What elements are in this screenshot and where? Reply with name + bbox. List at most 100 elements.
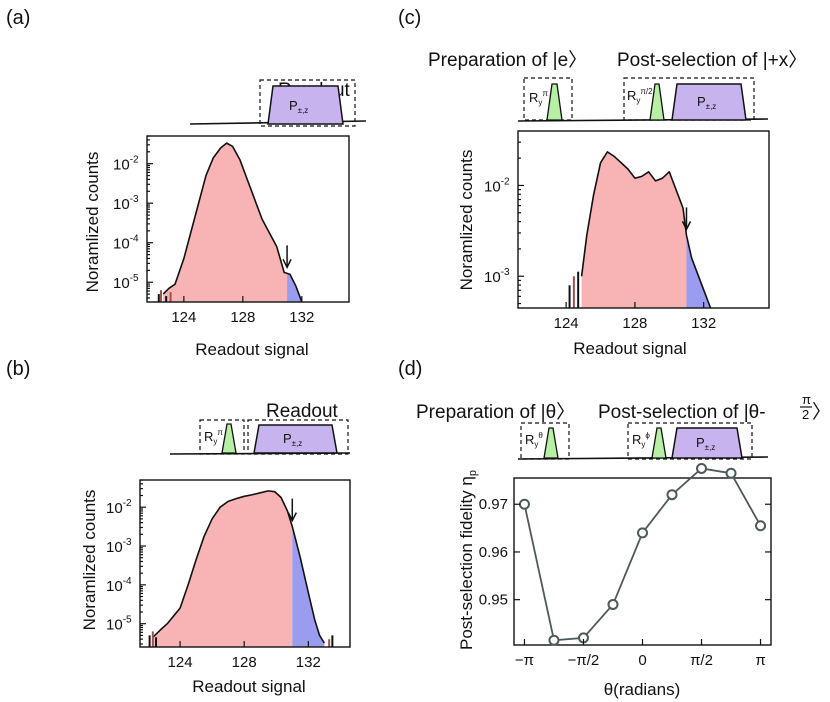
postselection-fraction-numerator: π — [802, 392, 811, 407]
pulse-sequence-a: Readout P±,z — [189, 79, 367, 127]
y-tick-label-c: 10-2 — [484, 176, 510, 195]
ry-pi-pulse-b — [221, 423, 237, 454]
y-axis-label-c: Noramlized counts — [457, 150, 476, 291]
fidelity-data-point — [696, 462, 708, 474]
x-tick-label-d: 0 — [638, 652, 646, 669]
ry-pi2-pulse-c — [649, 83, 665, 121]
histogram-envelope-a — [162, 142, 303, 302]
ry-theta-label-d: Ryθ — [525, 431, 543, 449]
title-preparation-c: Preparation of |e〉 — [428, 49, 587, 71]
ry-phi-label-d: Ryϕ — [632, 431, 650, 449]
x-tick-label-b: 132 — [296, 654, 321, 671]
readout-dashbox-a — [259, 79, 356, 127]
ry-pi-label-c: Ryπ — [529, 89, 548, 107]
plot-area-b — [148, 490, 334, 647]
x-axis-label-a: Readout signal — [195, 340, 308, 359]
fidelity-data-point — [637, 527, 648, 539]
x-axis-label-d: θ(radians) — [604, 680, 681, 699]
y-tick-label-d: 0.95 — [479, 592, 508, 609]
histogram-fill-below-threshold-c — [581, 151, 687, 308]
y-axis-label-d: Post-selection fidelity ηp — [457, 470, 479, 650]
title-postselection-d: Post-selection of |θ- — [598, 402, 766, 423]
fidelity-series-line — [523, 467, 762, 642]
fidelity-data-point — [548, 634, 560, 646]
x-tick-label-c: 132 — [691, 315, 716, 332]
postselection-dashbox-c — [623, 77, 755, 121]
y-axis-label-b: Noramlized counts — [80, 490, 99, 631]
panel-label-a: (a) — [6, 7, 30, 29]
ry-theta-dashbox-d — [520, 422, 570, 460]
panel-label-d: (d) — [398, 358, 422, 380]
x-tick-label-d: −π/2 — [568, 652, 600, 669]
readout-pulse-a — [267, 85, 344, 125]
ry-phi-pulse-d — [651, 427, 667, 459]
y-tick-label-b: 10-2 — [106, 498, 132, 517]
x-tick-label-d: π — [755, 652, 765, 669]
y-axis-label-a: Noramlized counts — [83, 152, 102, 293]
x-tick-label-c: 128 — [622, 315, 647, 332]
fidelity-data-point — [725, 467, 737, 479]
histogram-chart-a: 124 128 132 10-2 10-3 10-4 10-5 Readout signal N… — [83, 135, 350, 359]
readout-pulse-c — [671, 83, 747, 121]
y-tick-label-a: 10-3 — [113, 194, 139, 213]
y-tick-label-a: 10-4 — [113, 234, 139, 253]
ry-pi-dashbox-b — [199, 419, 245, 455]
x-tick-label-d: −π — [515, 652, 534, 669]
panel-label-c: (c) — [398, 7, 421, 29]
x-tick-label-b: 128 — [232, 654, 257, 671]
histogram-envelope-c — [580, 151, 712, 308]
readout-dashbox-b — [247, 419, 349, 455]
y-tick-label-d: 0.97 — [479, 496, 508, 513]
x-tick-label-c: 124 — [554, 315, 579, 332]
title-postselection-c: Post-selection of |+x〉 — [617, 49, 807, 71]
threshold-arrowhead-a — [282, 259, 292, 270]
plot-frame-d — [513, 477, 772, 646]
ry-pi2-label-c: Ryπ/2 — [627, 87, 653, 105]
readout-pulse-label-b: P±,z — [283, 431, 302, 448]
plot-frame-b — [139, 479, 351, 648]
fidelity-data-point — [755, 520, 767, 532]
y-tick-label-a: 10-2 — [113, 155, 139, 174]
ry-pi-pulse-c — [546, 83, 563, 121]
y-tick-label-a: 10-5 — [113, 273, 139, 292]
y-tick-label-b: 10-3 — [106, 537, 132, 556]
histogram-fill-above-threshold-b — [292, 526, 325, 647]
y-tick-label-c: 10-3 — [484, 267, 510, 286]
title-readout-b: Readout — [266, 401, 339, 422]
readout-pulse-d — [671, 427, 743, 459]
postselection-dashbox-d — [627, 422, 753, 460]
ry-theta-pulse-d — [543, 427, 559, 459]
readout-pulse-b — [253, 424, 338, 454]
readout-pulse-label-a: P±,z — [289, 98, 308, 115]
x-tick-label-a: 132 — [289, 309, 314, 326]
pulse-sequence-d: Preparation of |θ〉 Post-selection of |θ-… — [416, 392, 830, 460]
fidelity-chart-d: −π −π/2 0 π/2 π 0.95 0.96 0.97 θ(radians) Post-se… — [457, 462, 772, 699]
x-tick-label-d: π/2 — [690, 652, 713, 669]
histogram-fill-below-threshold-b — [152, 490, 293, 647]
readout-pulse-label-c: P±,z — [697, 94, 716, 111]
threshold-arrowhead-c — [681, 221, 692, 232]
x-axis-label-c: Readout signal — [573, 339, 686, 358]
histogram-chart-b: 124 128 132 10-2 10-3 10-4 10-5 Readout signal N… — [80, 479, 351, 696]
panel-label-b: (b) — [6, 358, 30, 380]
title-preparation-d: Preparation of |θ〉 — [416, 401, 575, 423]
x-tick-label-b: 124 — [168, 654, 193, 671]
y-tick-label-d: 0.96 — [479, 544, 508, 561]
threshold-arrowhead-b — [287, 512, 297, 523]
x-tick-label-a: 124 — [171, 309, 196, 326]
histogram-fill-below-threshold-a — [163, 143, 288, 302]
plot-area-c — [568, 151, 712, 308]
pulse-sequence-b: Readout Ryπ P±,z — [169, 401, 351, 455]
histogram-envelope-b — [152, 490, 326, 644]
y-tick-label-b: 10-4 — [106, 576, 132, 595]
plot-area-a — [157, 142, 303, 302]
y-tick-label-b: 10-5 — [106, 615, 132, 634]
histogram-chart-c: 124 128 132 10-2 10-3 Readout signal Noramlize… — [457, 130, 770, 358]
fidelity-data-point — [666, 489, 678, 501]
histogram-fill-above-threshold-c — [686, 235, 711, 308]
histogram-fill-above-threshold-a — [287, 273, 302, 302]
plot-frame-c — [517, 130, 770, 309]
pulse-sequence-c: Preparation of |e〉 Post-selection of |+x… — [428, 49, 807, 122]
postselection-fraction-close: 〉 — [812, 401, 830, 423]
